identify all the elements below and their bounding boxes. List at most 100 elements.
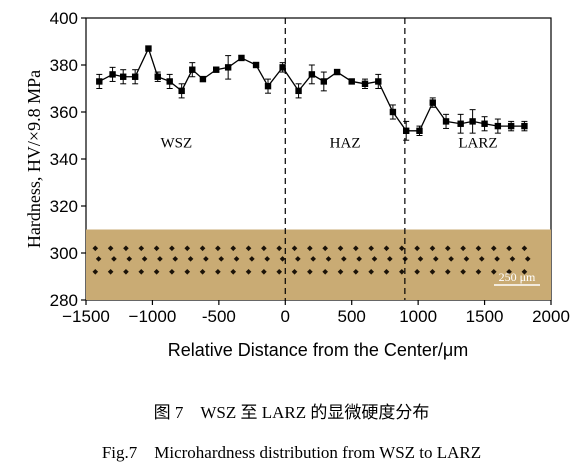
indentation-mark bbox=[414, 245, 420, 252]
zone-label: LARZ bbox=[458, 135, 497, 151]
indentation-mark bbox=[475, 245, 482, 252]
indentation-mark bbox=[444, 245, 451, 252]
indentation-mark bbox=[463, 256, 470, 262]
indentation-mark bbox=[138, 269, 145, 275]
figure-caption-english: Fig.7 Microhardness distribution from WS… bbox=[101, 443, 482, 462]
indentation-mark bbox=[353, 245, 359, 252]
indentation-mark bbox=[383, 269, 390, 275]
indentation-mark bbox=[414, 269, 420, 275]
indentation-mark bbox=[126, 256, 133, 262]
indentation-mark bbox=[153, 245, 160, 252]
data-point bbox=[457, 120, 464, 127]
indentation-mark bbox=[417, 256, 424, 262]
hardness-series bbox=[96, 45, 528, 141]
indentation-mark bbox=[92, 245, 99, 252]
indentation-mark bbox=[276, 245, 283, 252]
x-tick-label: -500 bbox=[202, 307, 236, 326]
data-point bbox=[264, 82, 272, 90]
indentation-mark bbox=[230, 245, 237, 252]
data-point bbox=[189, 66, 196, 73]
data-point bbox=[521, 122, 528, 130]
x-tick-label: −1500 bbox=[62, 307, 110, 326]
indentation-mark bbox=[107, 245, 114, 252]
zone-label: WSZ bbox=[161, 135, 193, 151]
zone-labels: WSZ HAZ LARZ bbox=[161, 135, 498, 151]
data-point bbox=[166, 78, 173, 85]
indentation-mark bbox=[322, 269, 328, 275]
y-tick-label: 360 bbox=[50, 103, 78, 122]
indentation-mark bbox=[184, 269, 191, 275]
x-tick-label: 2000 bbox=[532, 307, 570, 326]
data-point bbox=[402, 127, 410, 134]
indentation-mark bbox=[261, 269, 267, 275]
data-point bbox=[348, 78, 355, 85]
indentation-mark bbox=[509, 256, 516, 262]
data-point bbox=[429, 99, 436, 106]
indentation-mark bbox=[325, 256, 332, 262]
data-point bbox=[494, 122, 502, 130]
indentation-mark bbox=[494, 256, 500, 262]
indentation-mark bbox=[169, 245, 175, 252]
x-tick-label: 0 bbox=[281, 307, 290, 326]
indentation-mark bbox=[432, 256, 439, 262]
indentation-mark bbox=[295, 256, 301, 262]
data-point bbox=[154, 73, 161, 80]
indentation-mark bbox=[187, 256, 194, 262]
data-point bbox=[109, 71, 116, 78]
data-point bbox=[96, 78, 103, 85]
indentation-mark bbox=[368, 245, 374, 252]
data-point bbox=[308, 71, 316, 78]
indentation-mark bbox=[218, 256, 225, 262]
indentation-mark bbox=[279, 256, 286, 262]
indentation-mark bbox=[460, 269, 466, 275]
indentation-mark bbox=[172, 256, 179, 262]
indentation-mark bbox=[107, 269, 114, 275]
indentation-mark bbox=[203, 256, 209, 262]
indentation-mark bbox=[478, 256, 485, 262]
indentation-mark bbox=[111, 256, 117, 262]
indentation-mark bbox=[215, 269, 221, 275]
indentation-mark bbox=[199, 245, 206, 252]
data-point bbox=[238, 54, 245, 62]
data-point bbox=[224, 64, 232, 71]
indentation-mark bbox=[506, 245, 512, 252]
y-tick-label: 380 bbox=[50, 56, 78, 75]
data-point bbox=[131, 73, 139, 80]
y-axis-label: Hardness, HV/×9.8 MPa bbox=[24, 70, 44, 248]
indentation-mark bbox=[291, 269, 298, 275]
indentation-mark bbox=[353, 269, 359, 275]
y-tick-label: 400 bbox=[50, 9, 78, 28]
data-point bbox=[199, 75, 207, 83]
indentation-mark bbox=[291, 245, 298, 252]
indentation-mark bbox=[322, 245, 328, 252]
data-point bbox=[507, 122, 515, 130]
indentation-mark bbox=[307, 245, 313, 252]
indentation-mark bbox=[123, 269, 129, 275]
x-axis-label: Relative Distance from the Center/μm bbox=[168, 340, 468, 360]
indentation-mark bbox=[521, 245, 528, 252]
x-tick-label: 1000 bbox=[399, 307, 437, 326]
micrograph-background bbox=[86, 229, 551, 300]
data-point bbox=[295, 87, 302, 95]
indentation-mark bbox=[521, 269, 528, 275]
indentation-mark bbox=[230, 269, 237, 275]
indentation-mark bbox=[429, 269, 436, 275]
indentation-mark bbox=[399, 269, 405, 275]
data-point bbox=[469, 118, 476, 125]
indentation-mark bbox=[356, 256, 362, 262]
indentation-mark bbox=[95, 256, 102, 262]
y-tick-label: 340 bbox=[50, 150, 78, 169]
indentation-mark bbox=[153, 269, 160, 275]
indentation-mark bbox=[444, 269, 451, 275]
indentation-mark bbox=[337, 245, 344, 252]
indentation-mark bbox=[368, 269, 374, 275]
data-point bbox=[416, 127, 423, 134]
data-point bbox=[481, 120, 488, 127]
indentation-mark bbox=[276, 269, 283, 275]
indentation-mark bbox=[264, 256, 271, 262]
data-point bbox=[178, 87, 185, 95]
indentation-mark bbox=[387, 256, 393, 262]
x-tick-label: 500 bbox=[338, 307, 366, 326]
data-point bbox=[442, 118, 450, 125]
zone-label: HAZ bbox=[330, 135, 361, 151]
